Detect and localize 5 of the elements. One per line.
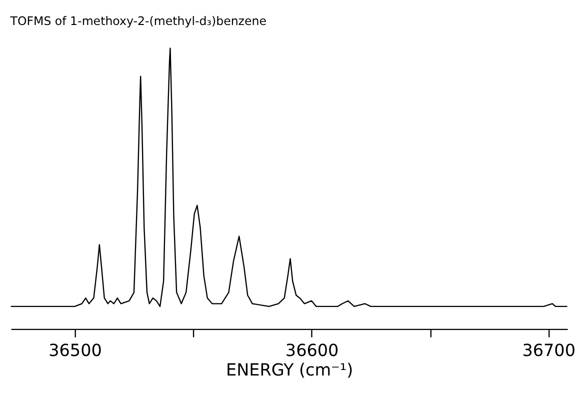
x-tick-label: 36600 bbox=[285, 340, 339, 360]
x-tick-label: 36500 bbox=[48, 340, 102, 360]
x-axis-title: ENERGY (cm⁻¹) bbox=[226, 360, 354, 380]
x-tick-label: 36700 bbox=[522, 340, 576, 360]
chart-title: TOFMS of 1-methoxy-2-(methyl-d₃)benzene bbox=[9, 14, 267, 28]
